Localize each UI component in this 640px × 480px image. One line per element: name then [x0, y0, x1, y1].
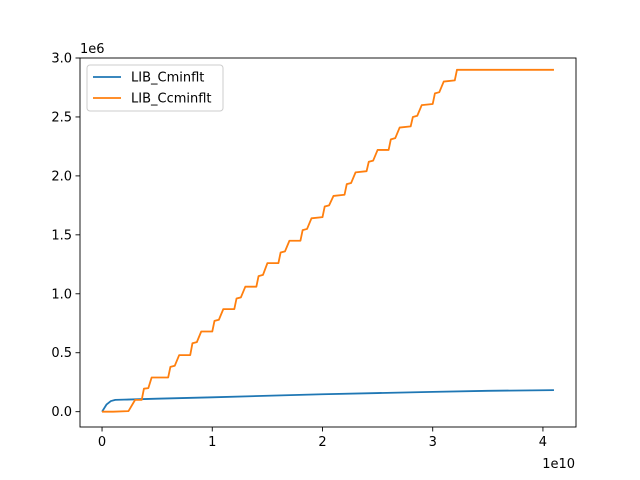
- x-tick-label: 0: [98, 435, 106, 450]
- legend-label-LIB_Cminflt: LIB_Cminflt: [131, 71, 204, 86]
- x-tick-label: 2: [318, 435, 326, 450]
- axes-frame: [79, 57, 577, 428]
- legend-label-LIB_Ccminflt: LIB_Ccminflt: [131, 92, 212, 107]
- series-line-LIB_Ccminflt: [102, 68, 554, 413]
- x-scale-label: 1e10: [542, 457, 575, 472]
- x-tick-label: 1: [208, 435, 216, 450]
- y-tick-label: 2.5: [51, 110, 72, 125]
- series-line-LIB_Cminflt: [101, 389, 554, 413]
- axes: 0 1 2 3 4 0.0 0.5 1.0 1.5 2.0 2.5 3.0: [51, 52, 577, 450]
- legend: LIB_Cminflt LIB_Ccminflt: [86, 64, 224, 112]
- y-tick-label: 1.0: [51, 287, 72, 302]
- x-tick-label: 3: [429, 435, 437, 450]
- y-scale-label: 1e6: [80, 42, 105, 57]
- y-tick-label: 0.5: [51, 346, 72, 361]
- y-tick-label: 2.0: [51, 169, 72, 184]
- y-tick-label: 3.0: [51, 52, 72, 67]
- plot-area: [101, 68, 554, 413]
- y-tick-label: 0.0: [51, 405, 72, 420]
- y-tick-label: 1.5: [51, 228, 72, 243]
- x-tick-label: 4: [539, 435, 547, 450]
